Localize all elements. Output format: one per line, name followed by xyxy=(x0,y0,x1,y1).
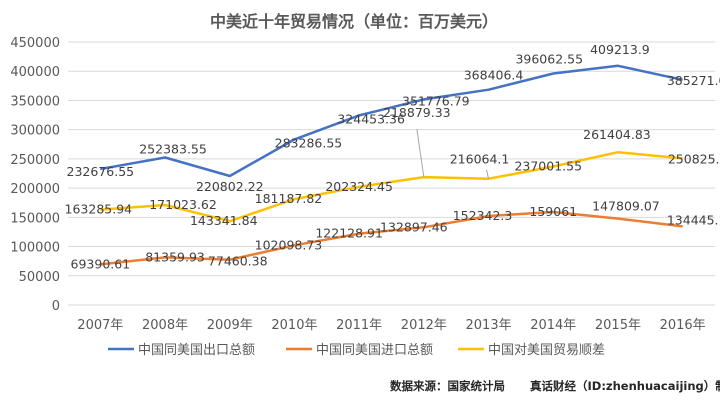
y-tick-label: 50000 xyxy=(19,270,60,285)
leader-lines xyxy=(416,129,490,179)
data-label: 163285.94 xyxy=(65,202,133,217)
x-tick-label: 2009年 xyxy=(207,318,253,333)
data-label: 181187.82 xyxy=(255,191,323,206)
leader-line xyxy=(416,129,425,178)
data-label: 252383.55 xyxy=(139,141,207,156)
leader-line xyxy=(486,169,490,179)
data-labels: 232676.55 252383.55 220802.22 283286.55 3244… xyxy=(65,42,720,272)
y-tick-label: 300000 xyxy=(10,124,60,139)
data-label: 159061 xyxy=(529,204,577,219)
data-label: 69390.61 xyxy=(71,256,131,271)
series-lines xyxy=(100,64,683,266)
y-tick-label: 400000 xyxy=(10,65,60,80)
y-tick-label: 150000 xyxy=(10,211,60,226)
y-tick-label: 450000 xyxy=(10,36,60,51)
y-tick-label: 100000 xyxy=(10,241,60,256)
source-note: 数据来源：国家统计局 xyxy=(390,379,505,393)
data-label: 250825.87 xyxy=(668,151,720,166)
series-line-3 xyxy=(100,150,683,223)
data-label: 232676.55 xyxy=(67,164,135,179)
x-tick-label: 2014年 xyxy=(530,318,576,333)
x-tick-label: 2011年 xyxy=(336,318,382,333)
data-label: 396062.55 xyxy=(515,52,583,67)
legend-label: 中国对美国贸易顺差 xyxy=(488,343,605,358)
data-label: 324453.36 xyxy=(337,111,405,126)
x-tick-label: 2007年 xyxy=(77,318,123,333)
x-tick-label: 2015年 xyxy=(595,318,641,333)
legend: 中国同美国出口总额 中国同美国进口总额 中国对美国贸易顺差 xyxy=(108,343,605,358)
series-line-1 xyxy=(100,64,683,178)
data-label: 132897.46 xyxy=(380,219,448,234)
gridlines xyxy=(68,41,715,306)
data-label: 122128.91 xyxy=(315,226,383,241)
data-label: 218879.33 xyxy=(383,105,451,120)
data-label: 385271.01 xyxy=(667,73,720,88)
y-tick-label: 0 xyxy=(52,299,60,314)
series-line-2 xyxy=(100,210,683,266)
data-label: 102098.73 xyxy=(255,237,323,252)
x-tick-label: 2008年 xyxy=(142,318,188,333)
data-label: 261404.83 xyxy=(583,127,651,142)
data-label: 351776.79 xyxy=(402,93,470,108)
x-tick-label: 2013年 xyxy=(466,318,512,333)
x-tick-label: 2016年 xyxy=(660,318,706,333)
y-tick-label: 250000 xyxy=(10,153,60,168)
data-label: 202324.45 xyxy=(325,179,393,194)
y-tick-label: 350000 xyxy=(10,94,60,109)
legend-label: 中国同美国进口总额 xyxy=(316,343,433,358)
legend-label: 中国同美国出口总额 xyxy=(138,343,255,358)
data-label: 409213.9 xyxy=(590,42,650,57)
data-label: 143341.84 xyxy=(190,213,258,228)
y-axis: 0 50000 100000 150000 200000 250000 300000 3500… xyxy=(10,36,60,314)
data-label: 220802.22 xyxy=(196,179,264,194)
x-axis: 2007年 2008年 2009年 2010年 2011年 2012年 2013年 2014年… xyxy=(77,318,705,333)
chart-title: 中美近十年贸易情况（单位：百万美元） xyxy=(210,12,498,31)
data-label: 237001.55 xyxy=(514,158,582,173)
x-tick-label: 2012年 xyxy=(401,318,447,333)
data-label: 152342.3 xyxy=(453,208,513,223)
data-label: 81359.93 xyxy=(145,249,205,264)
data-label: 171023.62 xyxy=(149,197,217,212)
data-label: 147809.07 xyxy=(592,199,660,214)
data-label: 216064.1 xyxy=(450,152,510,167)
data-label: 283286.55 xyxy=(275,135,343,150)
data-label: 134445.14 xyxy=(667,212,720,227)
x-tick-label: 2010年 xyxy=(271,318,317,333)
data-label: 368406.4 xyxy=(464,68,524,83)
data-label: 77460.38 xyxy=(208,254,268,269)
y-tick-label: 200000 xyxy=(10,182,60,197)
credit-note: 真话财经（ID:zhenhuacaijing）制图 xyxy=(530,379,720,393)
